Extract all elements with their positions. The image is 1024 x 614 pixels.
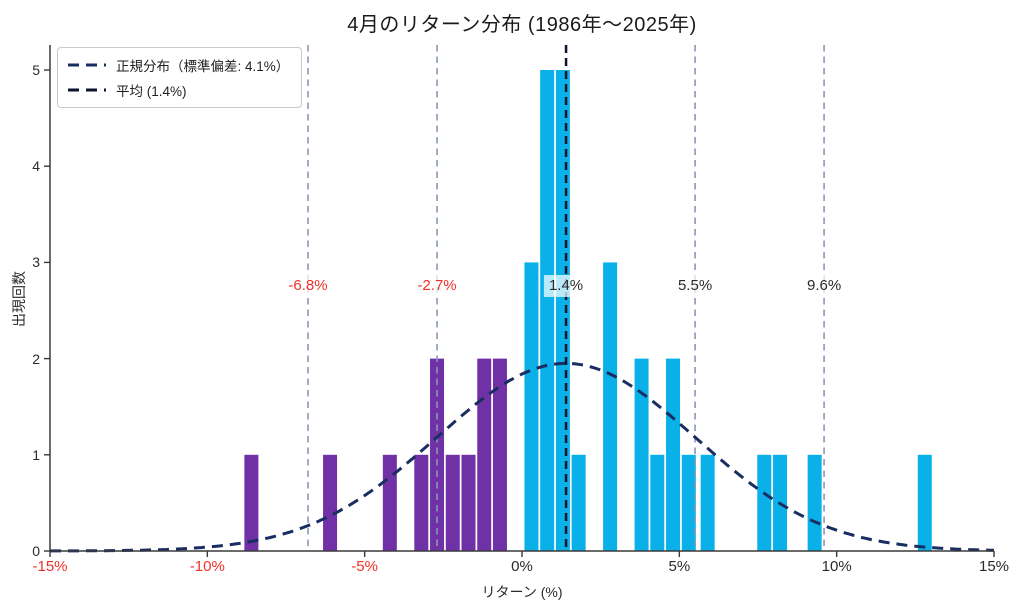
x-tick-label: 10% (821, 558, 852, 575)
histogram-bar (917, 454, 932, 551)
histogram-bar (571, 454, 586, 551)
histogram-bar (477, 358, 492, 551)
sigma-annotation: 1.4% (543, 275, 589, 297)
legend-item-normal-distribution: 正規分布（標準偏差: 4.1%） (68, 55, 289, 75)
y-tick-label: 0 (32, 543, 40, 559)
sigma-annotation-negative: -6.8% (283, 275, 333, 297)
histogram-bar (244, 454, 259, 551)
y-tick-label: 2 (32, 350, 40, 367)
histogram-bar (323, 454, 338, 551)
histogram-bar (666, 358, 681, 551)
histogram-bar (807, 454, 822, 551)
histogram-bar (382, 454, 397, 551)
histogram-bar (445, 454, 460, 551)
histogram-bar (461, 454, 476, 551)
histogram-bar (414, 454, 429, 551)
histogram-bar (540, 70, 555, 551)
y-tick-label: 4 (32, 158, 40, 175)
sigma-annotation: 9.6% (801, 275, 847, 297)
histogram-bar (700, 454, 715, 551)
dashed-line-swatch-mean (68, 88, 106, 92)
histogram-bar (681, 454, 696, 551)
normal-distribution-curve (50, 361, 994, 553)
legend-item-mean: 平均 (1.4%) (68, 80, 289, 100)
x-tick-label: 15% (978, 558, 1010, 575)
histogram-bar (492, 358, 507, 551)
x-tick-label: -15% (32, 558, 68, 575)
x-tick-label: 0% (511, 558, 533, 575)
chart-title: 4月のリターン分布 (1986年〜2025年) (347, 14, 697, 36)
legend-label-mean: 平均 (1.4%) (116, 84, 187, 99)
histogram-bar (524, 262, 539, 551)
sigma-annotation: 5.5% (672, 275, 718, 297)
legend-label-normal: 正規分布（標準偏差: 4.1%） (116, 59, 290, 74)
y-tick-label: 5 (32, 62, 40, 78)
y-tick-label: 1 (32, 446, 40, 463)
histogram-bar (603, 262, 618, 551)
x-tick-label: 5% (668, 558, 691, 575)
dashed-line-swatch-normal (68, 63, 106, 67)
x-axis-title: リターン (%) (481, 584, 563, 600)
sigma-annotation-negative: -2.7% (412, 275, 462, 297)
histogram-bar (650, 454, 665, 551)
histogram-bar (555, 70, 570, 551)
x-tick-label: -5% (351, 558, 378, 575)
histogram-bar (430, 358, 445, 551)
x-tick-label: -10% (189, 558, 225, 575)
histogram-bar (634, 358, 649, 551)
y-axis-title: 出現回数 (11, 271, 27, 327)
y-tick-label: 3 (32, 254, 40, 271)
histogram-bar (757, 454, 772, 551)
legend: 正規分布（標準偏差: 4.1%） 平均 (1.4%) (57, 47, 303, 108)
